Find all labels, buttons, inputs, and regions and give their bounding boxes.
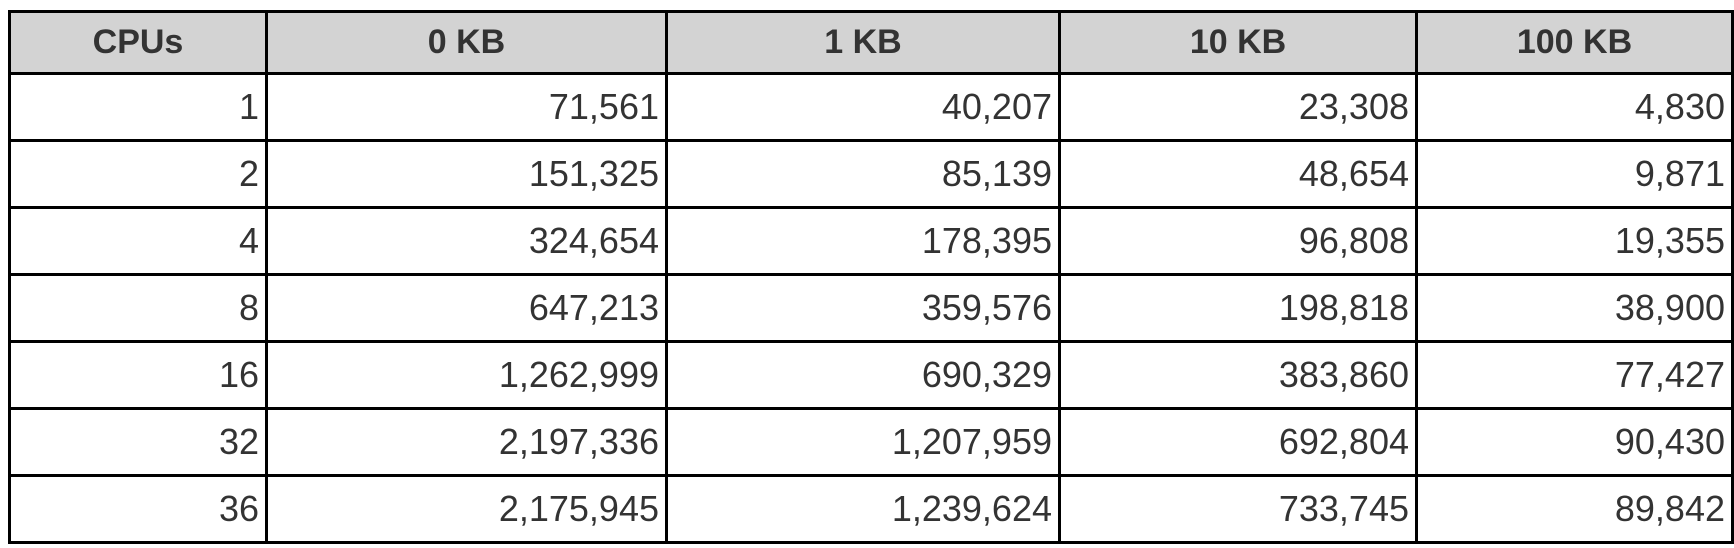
table-row: 1 71,561 40,207 23,308 4,830 [8,72,1734,142]
data-table: CPUs 0 KB 1 KB 10 KB 100 KB 1 71,561 40,207 23,… [8,10,1734,544]
column-header: 10 KB [1058,10,1418,75]
table-cell: 1,262,999 [265,340,668,410]
table-cell: 692,804 [1058,407,1418,477]
table-body: 1 71,561 40,207 23,308 4,830 2 151,325 85,139 48… [8,72,1734,544]
cpu-count-cell: 1 [8,72,268,142]
table-row: 4 324,654 178,395 96,808 19,355 [8,206,1734,276]
table-cell: 85,139 [665,139,1061,209]
column-header: 1 KB [665,10,1061,75]
cpu-count-cell: 16 [8,340,268,410]
table-cell: 1,207,959 [665,407,1061,477]
table-cell: 198,818 [1058,273,1418,343]
table-cell: 38,900 [1415,273,1734,343]
table-cell: 89,842 [1415,474,1734,544]
table-cell: 383,860 [1058,340,1418,410]
table-cell: 2,197,336 [265,407,668,477]
cpu-count-cell: 4 [8,206,268,276]
table-cell: 90,430 [1415,407,1734,477]
table-row: 8 647,213 359,576 198,818 38,900 [8,273,1734,343]
table-cell: 48,654 [1058,139,1418,209]
table-cell: 19,355 [1415,206,1734,276]
table-row: 16 1,262,999 690,329 383,860 77,427 [8,340,1734,410]
column-header: 0 KB [265,10,668,75]
table-cell: 690,329 [665,340,1061,410]
table-cell: 151,325 [265,139,668,209]
table-cell: 1,239,624 [665,474,1061,544]
table-cell: 23,308 [1058,72,1418,142]
table-row: 32 2,197,336 1,207,959 692,804 90,430 [8,407,1734,477]
table-cell: 733,745 [1058,474,1418,544]
cpu-count-cell: 2 [8,139,268,209]
table-header: CPUs 0 KB 1 KB 10 KB 100 KB [8,10,1734,75]
cpu-count-cell: 32 [8,407,268,477]
table-cell: 647,213 [265,273,668,343]
table-cell: 9,871 [1415,139,1734,209]
cpu-count-cell: 36 [8,474,268,544]
table-cell: 178,395 [665,206,1061,276]
table-cell: 71,561 [265,72,668,142]
column-header: 100 KB [1415,10,1734,75]
cpu-count-cell: 8 [8,273,268,343]
table-row: 2 151,325 85,139 48,654 9,871 [8,139,1734,209]
table-cell: 324,654 [265,206,668,276]
table-cell: 77,427 [1415,340,1734,410]
table-cell: 2,175,945 [265,474,668,544]
table-cell: 359,576 [665,273,1061,343]
table-cell: 40,207 [665,72,1061,142]
table-cell: 96,808 [1058,206,1418,276]
table-cell: 4,830 [1415,72,1734,142]
table-row: 36 2,175,945 1,239,624 733,745 89,842 [8,474,1734,544]
header-row: CPUs 0 KB 1 KB 10 KB 100 KB [8,10,1734,75]
column-header: CPUs [8,10,268,75]
